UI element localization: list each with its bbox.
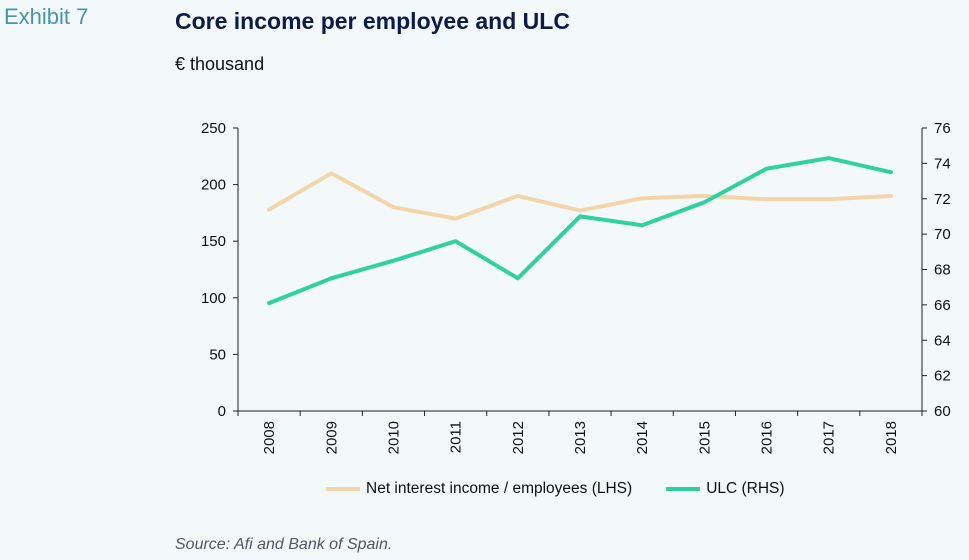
y-left-tick-label: 50: [209, 346, 226, 363]
legend-label-nii: Net interest income / employees (LHS): [366, 480, 633, 497]
y-right-tick-label: 74: [934, 155, 951, 172]
legend-swatch-nii: [326, 487, 360, 491]
x-tick-label: 2018: [883, 421, 900, 454]
y-right-tick-label: 66: [934, 297, 951, 314]
series-line-net-interest-income: [267, 171, 893, 221]
y-right-tick-label: 68: [934, 262, 951, 279]
exhibit-label: Exhibit 7: [4, 4, 89, 29]
legend-label-ulc: ULC (RHS): [706, 480, 785, 497]
y-left-tick-label: 0: [218, 403, 226, 420]
x-tick-label: 2011: [448, 421, 465, 453]
y-right-tick-label: 70: [934, 226, 951, 243]
series-line-ulc: [267, 156, 893, 306]
y-left-tick-label: 200: [201, 177, 226, 194]
y-left-tick-label: 100: [201, 290, 226, 307]
unit-label: € thousand: [175, 54, 265, 74]
y-right-tick-label: 76: [934, 120, 951, 137]
legend-item-ulc: ULC (RHS): [666, 480, 785, 498]
x-tick-label: 2013: [572, 421, 589, 454]
y-right-tick-label: 60: [934, 403, 951, 420]
legend-swatch-ulc: [666, 487, 701, 491]
y-right-tick-label: 62: [934, 368, 951, 385]
y-left-tick-label: 250: [201, 120, 226, 137]
y-left-tick-label: 150: [201, 233, 226, 250]
y-right-tick-label: 64: [934, 332, 951, 349]
x-tick-label: 2015: [696, 421, 713, 454]
legend-item-nii: Net interest income / employees (LHS): [326, 480, 632, 498]
x-tick-label: 2017: [821, 421, 838, 454]
chart-title: Core income per employee and ULC: [175, 8, 570, 34]
x-tick-label: 2012: [510, 421, 527, 454]
y-right-tick-label: 72: [934, 191, 951, 208]
chart-legend: Net interest income / employees (LHS) UL…: [326, 480, 819, 498]
x-tick-label: 2008: [261, 421, 278, 454]
x-tick-label: 2010: [385, 421, 402, 454]
x-tick-label: 2016: [759, 421, 776, 454]
x-tick-label: 2014: [634, 421, 651, 454]
x-tick-label: 2009: [323, 421, 340, 454]
source-note: Source: Afi and Bank of Spain.: [175, 536, 393, 553]
